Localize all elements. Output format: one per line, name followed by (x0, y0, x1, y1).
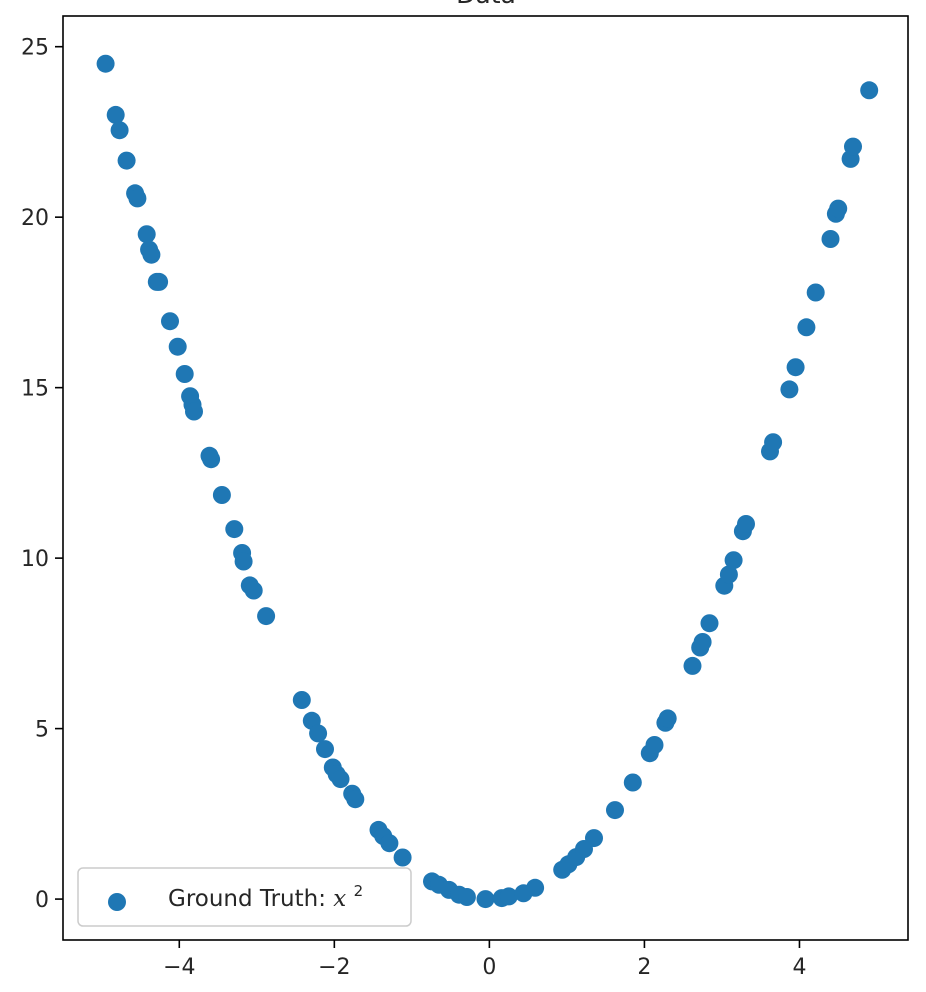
legend-label-math: x (333, 886, 346, 912)
y-axis: 0 5 10 15 20 25 (21, 36, 63, 913)
data-point (331, 770, 350, 789)
data-point (128, 189, 147, 208)
data-point (137, 225, 156, 244)
data-point (380, 834, 399, 853)
data-point (476, 890, 495, 909)
data-point (719, 565, 738, 584)
legend-label-sup: 2 (354, 882, 364, 900)
data-point (786, 358, 805, 377)
x-tick-label: 4 (792, 955, 806, 980)
data-point (257, 607, 276, 626)
data-point (150, 272, 169, 291)
data-point (780, 380, 799, 399)
data-points (96, 54, 879, 909)
legend-label: Ground Truth: x 2 (168, 882, 363, 912)
x-tick-label: −2 (318, 955, 350, 980)
data-point (844, 137, 862, 156)
y-tick-label: 15 (21, 377, 49, 402)
y-tick-label: 0 (35, 888, 49, 913)
data-point (693, 633, 712, 651)
data-point (225, 520, 244, 539)
x-axis: −4 −2 0 2 4 (163, 940, 806, 980)
x-tick-label: 2 (637, 955, 651, 980)
data-point (96, 54, 115, 73)
data-point (585, 829, 603, 848)
data-point (606, 801, 624, 820)
y-tick-label: 20 (21, 206, 49, 231)
data-point (623, 773, 642, 792)
data-point (212, 486, 231, 504)
legend: Ground Truth: x 2 (77, 867, 412, 927)
legend-marker (108, 893, 126, 911)
data-point (860, 81, 879, 100)
y-tick-label: 25 (21, 36, 49, 61)
data-point (499, 887, 518, 906)
data-point (821, 230, 840, 248)
legend-box (77, 867, 412, 927)
axes-frame (62, 15, 909, 941)
data-point (292, 691, 311, 709)
data-point (829, 199, 848, 218)
data-point (316, 740, 334, 759)
data-point (346, 790, 365, 809)
data-point (161, 312, 179, 331)
data-point (142, 245, 161, 264)
data-point (724, 551, 743, 570)
data-point (700, 614, 719, 633)
data-point (202, 450, 221, 469)
data-point (737, 515, 755, 533)
chart-title: Data (456, 0, 516, 9)
data-point (683, 656, 702, 675)
data-point (117, 151, 136, 170)
data-point (393, 848, 412, 867)
data-point (806, 283, 825, 302)
data-point (110, 121, 129, 140)
data-point (658, 709, 677, 728)
data-point (106, 105, 125, 124)
data-point (645, 736, 664, 754)
data-point (764, 433, 783, 452)
y-tick-label: 10 (21, 547, 49, 572)
data-point (797, 318, 816, 337)
data-point (168, 337, 187, 356)
data-point (234, 552, 253, 571)
data-point (185, 402, 203, 421)
data-point (244, 581, 263, 600)
legend-label-prefix: Ground Truth: (168, 886, 333, 912)
data-point (526, 878, 545, 897)
x-tick-label: −4 (163, 955, 195, 980)
x-tick-label: 0 (482, 955, 496, 980)
data-point (457, 888, 476, 906)
data-point (309, 724, 328, 743)
data-point (175, 365, 194, 383)
y-tick-label: 5 (35, 718, 49, 743)
